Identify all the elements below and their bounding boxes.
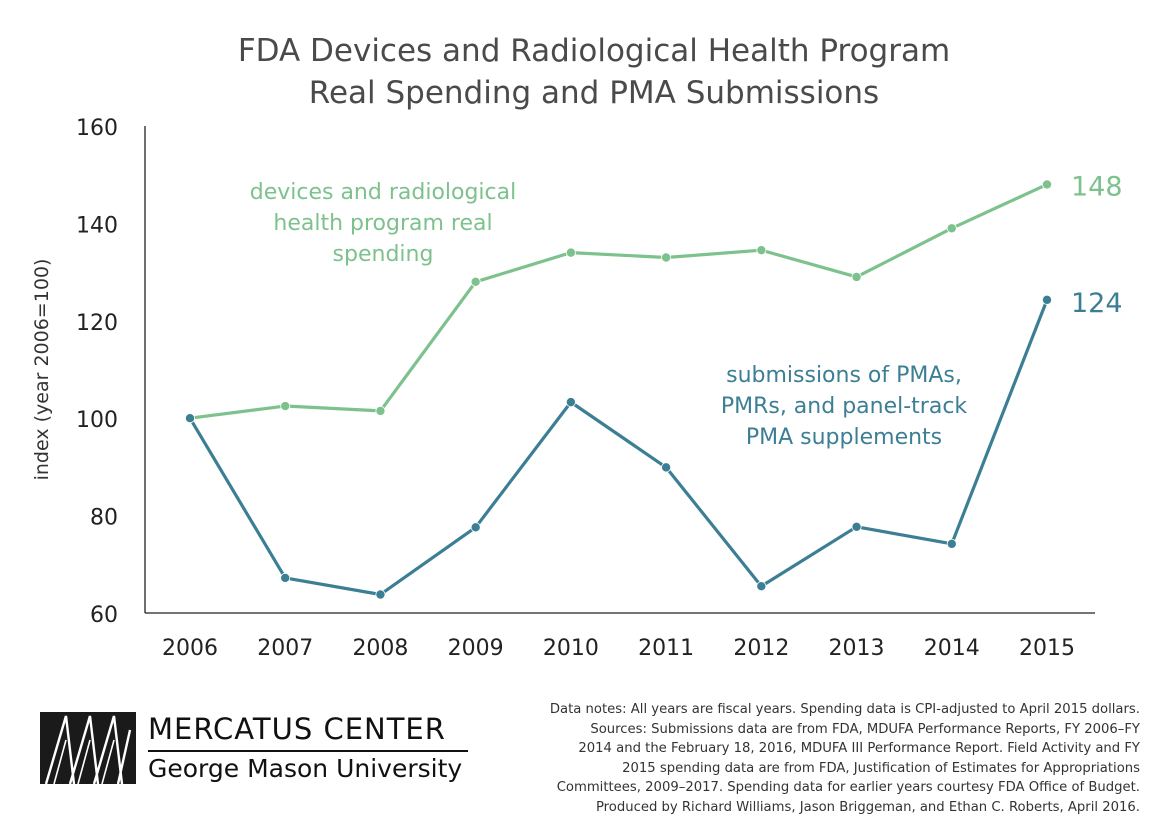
point-submissions-2009 xyxy=(470,522,481,533)
x-tick-label-2013: 2013 xyxy=(829,636,885,661)
notes-line-4: 2015 spending data are from FDA, Justifi… xyxy=(622,760,1140,776)
point-submissions-2006 xyxy=(184,413,195,424)
series-label-submissions-line-3: PMA supplements xyxy=(746,425,942,450)
y-tick-label-80: 80 xyxy=(90,506,118,531)
series-label-spending-line-3: spending xyxy=(333,242,434,267)
x-tick-label-2006: 2006 xyxy=(162,636,218,661)
point-submissions-2013 xyxy=(851,521,862,532)
x-tick-label-2014: 2014 xyxy=(924,636,980,661)
y-tick-label-160: 160 xyxy=(76,116,118,141)
x-tick-label-2007: 2007 xyxy=(257,636,313,661)
tick-labels: 60 80 100 120 140 160 2006 2007 2008 2009 2010 2011… xyxy=(31,116,1075,661)
y-tick-label-100: 100 xyxy=(76,408,118,433)
point-submissions-2008 xyxy=(375,589,386,600)
point-spending-2009 xyxy=(470,276,481,287)
point-spending-2013 xyxy=(851,271,862,282)
x-tick-label-2015: 2015 xyxy=(1019,636,1075,661)
line-chart: 60 80 100 120 140 160 2006 2007 2008 2009 2010 2011… xyxy=(31,116,1123,661)
axes xyxy=(144,126,1095,614)
point-submissions-2010 xyxy=(565,397,576,408)
x-tick-label-2012: 2012 xyxy=(733,636,789,661)
point-submissions-2007 xyxy=(280,572,291,583)
notes-line-6: Produced by Richard Williams, Jason Brig… xyxy=(595,799,1140,815)
mercatus-logo: MERCATUS CENTER George Mason University xyxy=(40,712,480,792)
end-label-submissions: 124 xyxy=(1071,288,1123,319)
chart-title: FDA Devices and Radiological Health Prog… xyxy=(0,30,1170,114)
point-spending-2007 xyxy=(280,401,291,412)
x-tick-label-2010: 2010 xyxy=(543,636,599,661)
point-submissions-2015 xyxy=(1042,294,1053,305)
point-spending-2012 xyxy=(756,245,767,256)
logo-divider xyxy=(148,750,468,752)
x-tick-label-2008: 2008 xyxy=(352,636,408,661)
point-submissions-2012 xyxy=(756,581,767,592)
y-tick-label-120: 120 xyxy=(76,311,118,336)
end-label-spending: 148 xyxy=(1071,171,1123,202)
series-label-spending-line-2: health program real xyxy=(273,211,492,236)
series-line-spending xyxy=(189,182,1048,420)
x-tick-label-2009: 2009 xyxy=(448,636,504,661)
y-tick-label-140: 140 xyxy=(76,213,118,238)
chart-title-line-2: Real Spending and PMA Submissions xyxy=(308,75,880,111)
notes-line-3: 2014 and the February 18, 2016, MDUFA II… xyxy=(578,741,1140,756)
notes-line-2: Sources: Submissions data are from FDA, … xyxy=(590,721,1140,737)
point-submissions-2011 xyxy=(661,462,672,473)
data-notes: Data notes: All years are fiscal years. … xyxy=(500,700,1140,817)
point-spending-2015 xyxy=(1042,179,1053,190)
series-label-submissions-line-2: PMRs, and panel-track xyxy=(721,394,968,419)
point-submissions-2014 xyxy=(946,538,957,549)
y-tick-label-60: 60 xyxy=(90,603,118,628)
x-tick-label-2011: 2011 xyxy=(638,636,694,661)
series-labels: devices and radiological health program r… xyxy=(250,171,1123,450)
point-spending-2014 xyxy=(946,223,957,234)
logo-name: MERCATUS CENTER xyxy=(148,712,446,746)
series-label-spending-line-1: devices and radiological xyxy=(250,180,517,205)
notes-line-1: Data notes: All years are fiscal years. … xyxy=(549,702,1140,717)
chart-title-line-1: FDA Devices and Radiological Health Prog… xyxy=(237,33,951,69)
series-layer xyxy=(184,179,1053,600)
series-line-submissions xyxy=(188,299,1049,597)
mercatus-logo-mark-icon xyxy=(40,712,136,784)
point-spending-2010 xyxy=(565,247,576,258)
logo-subtitle: George Mason University xyxy=(148,754,463,783)
y-axis-label: index (year 2006=100) xyxy=(31,259,53,481)
point-spending-2008 xyxy=(375,405,386,416)
series-label-submissions-line-1: submissions of PMAs, xyxy=(726,363,962,388)
point-spending-2011 xyxy=(661,252,672,263)
notes-line-5: Committees, 2009–2017. Spending data for… xyxy=(556,780,1140,795)
